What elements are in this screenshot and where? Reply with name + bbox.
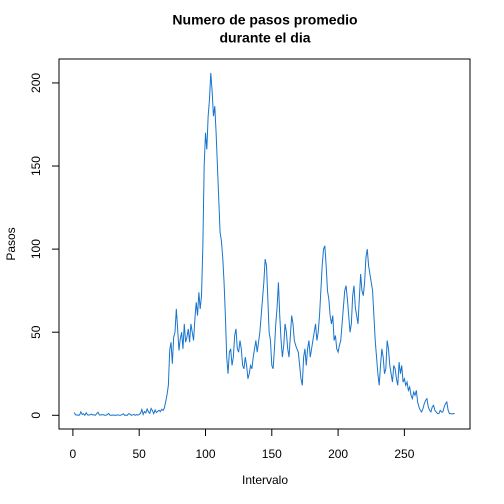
data-line: [73, 72, 455, 417]
y-tick-label: 0: [29, 412, 43, 419]
y-axis-label: Pasos: [4, 227, 18, 260]
y-tick-label: 200: [29, 73, 43, 93]
x-axis-label: Intervalo: [242, 473, 288, 487]
y-tick-label: 100: [29, 239, 43, 259]
chart-title: durante el dia: [219, 30, 310, 46]
chart-title: Numero de pasos promedio: [172, 12, 357, 28]
x-tick-label: 0: [70, 447, 77, 461]
x-tick-label: 150: [262, 447, 282, 461]
plot-box: [58, 58, 471, 430]
x-tick-label: 200: [328, 447, 348, 461]
y-tick-label: 150: [29, 156, 43, 176]
x-tick-label: 100: [195, 447, 215, 461]
x-tick-label: 50: [133, 447, 147, 461]
y-tick-label: 50: [29, 325, 43, 339]
x-tick-label: 250: [394, 447, 414, 461]
